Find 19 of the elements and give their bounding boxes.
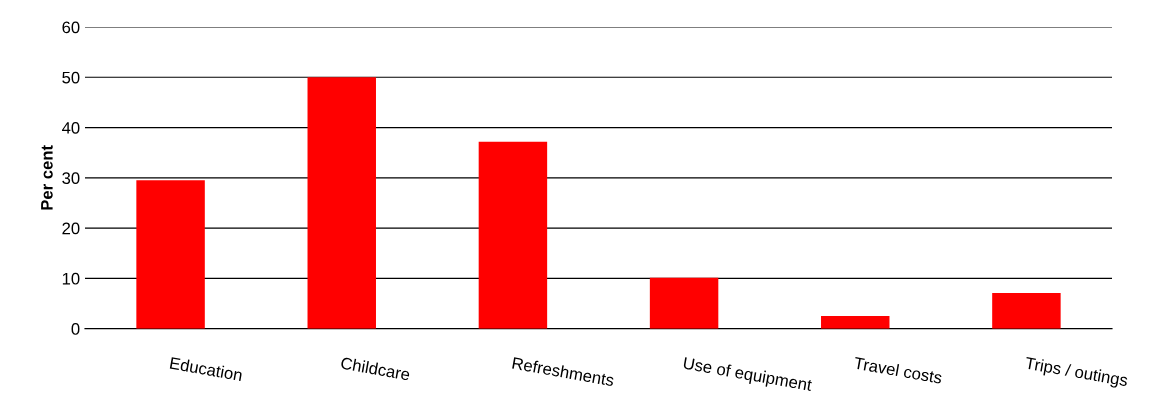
- bar: [478, 141, 548, 329]
- bar: [136, 180, 205, 329]
- y-tick-label: 50: [62, 71, 80, 84]
- y-tick-label: 20: [62, 222, 80, 235]
- x-tick-label: Trips / outings: [1024, 356, 1129, 390]
- x-tick-label: Childcare: [340, 356, 411, 381]
- y-tick-label: 0: [71, 323, 80, 335]
- y-tick-label: 30: [62, 172, 80, 185]
- y-tick-label: 10: [62, 272, 80, 285]
- y-tick-label: 60: [62, 21, 80, 34]
- bar: [307, 77, 376, 329]
- y-tick-label: 40: [61, 121, 80, 134]
- y-axis-title: Per cent: [41, 145, 53, 210]
- x-tick-label: Travel costs: [853, 356, 943, 384]
- x-tick-label: Education: [169, 356, 243, 382]
- bar: [821, 316, 890, 329]
- x-tick-label: Use of equipment: [682, 356, 813, 395]
- bar: [649, 277, 719, 329]
- bar: [992, 292, 1061, 329]
